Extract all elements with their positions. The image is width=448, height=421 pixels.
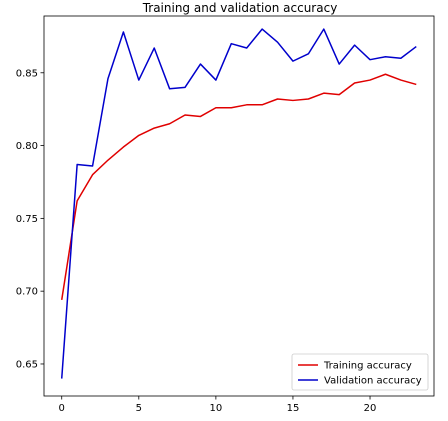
plot-frame [43, 15, 435, 397]
x-tick-label: 10 [210, 403, 223, 414]
x-tick-label: 20 [364, 403, 377, 414]
x-tick-label: 15 [287, 403, 300, 414]
series-layer [60, 28, 417, 379]
legend: Training accuracy Validation accuracy [291, 353, 429, 391]
legend-box [291, 353, 429, 391]
x-tick-label: 0 [59, 403, 65, 414]
y-tick-label: 0.85 [16, 68, 38, 79]
x-tick-label: 5 [136, 403, 142, 414]
y-axis-ticks: 0.65 0.70 0.75 0.80 0.85 [16, 68, 44, 370]
legend-label-training: Training accuracy [323, 361, 412, 372]
y-tick-label: 0.80 [16, 141, 38, 152]
series-line-training [60, 73, 417, 301]
x-axis-ticks: 0 5 10 15 20 [59, 396, 377, 414]
y-tick-label: 0.65 [16, 359, 38, 370]
chart-title: Training and validation accuracy [142, 1, 338, 15]
series-line-validation [60, 28, 417, 379]
y-tick-label: 0.70 [16, 287, 38, 298]
legend-label-validation: Validation accuracy [324, 376, 422, 387]
y-tick-label: 0.75 [16, 214, 38, 225]
